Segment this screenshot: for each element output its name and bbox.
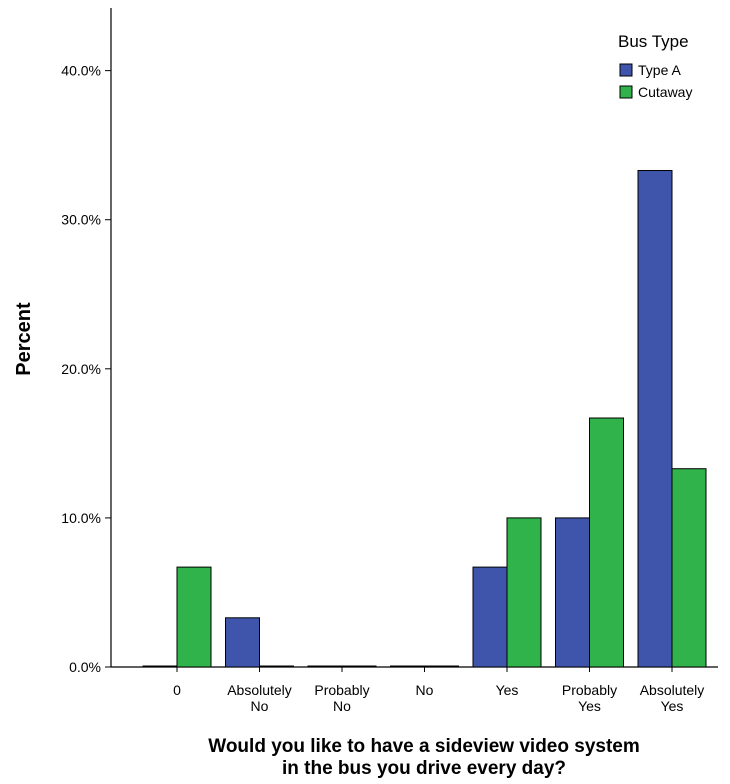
bars: [142, 170, 707, 668]
bar-type-a: [472, 566, 508, 668]
legend-swatch-cutaway: [619, 85, 633, 99]
bar-cutaway: [259, 665, 294, 668]
legend-swatch-type-a: [619, 63, 633, 77]
legend-label-type-a: Type A: [638, 62, 681, 78]
x-tick-label: Absolutely: [227, 682, 292, 698]
legend-title: Bus Type: [618, 32, 689, 51]
x-tick-label: Probably: [562, 682, 617, 698]
bar-cutaway: [341, 665, 377, 668]
x-tick-label: Probably: [314, 682, 369, 698]
y-axis-title: Percent: [13, 302, 35, 376]
x-tick-label: 0: [173, 682, 181, 698]
y-tick-label: 40.0%: [61, 63, 101, 79]
legend: Bus Type Type A Cutaway: [618, 32, 692, 100]
bar-cutaway: [671, 468, 707, 668]
axes: 0.0%10.0%20.0%30.0%40.0%0 AbsolutelyNoPro…: [61, 8, 718, 714]
axis-labels: Percent Would you like to have a sidevie…: [13, 302, 640, 779]
y-tick-label: 0.0%: [69, 659, 101, 675]
x-tick-label: No: [251, 698, 269, 714]
x-tick-label: Yes: [661, 698, 684, 714]
bar-cutaway: [589, 417, 624, 668]
y-tick-label: 20.0%: [61, 361, 101, 377]
bar-cutaway: [176, 566, 212, 668]
x-axis-title-line-1: Would you like to have a sideview video …: [208, 736, 640, 757]
bar-cutaway: [506, 517, 542, 668]
bar-type-a: [390, 665, 425, 668]
legend-label-cutaway: Cutaway: [638, 84, 692, 100]
bar-cutaway: [424, 665, 459, 668]
bar-type-a: [555, 517, 590, 668]
bar-type-a: [142, 665, 178, 668]
bar-type-a: [307, 665, 343, 668]
x-tick-label: No: [416, 682, 434, 698]
y-tick-label: 30.0%: [61, 212, 101, 228]
bar-type-a: [637, 170, 673, 668]
x-axis-title-line-2: in the bus you drive every day?: [282, 758, 566, 779]
bar-type-a: [225, 617, 260, 668]
x-tick-label: Absolutely: [640, 682, 705, 698]
x-tick-label: No: [333, 698, 351, 714]
y-tick-label: 10.0%: [61, 510, 101, 526]
x-tick-label: Yes: [578, 698, 601, 714]
x-tick-label: Yes: [496, 682, 519, 698]
